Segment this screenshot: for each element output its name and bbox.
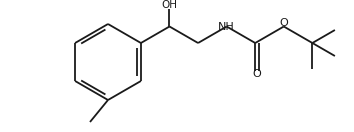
Text: OH: OH — [161, 1, 177, 11]
Text: O: O — [253, 69, 261, 79]
Text: O: O — [279, 18, 288, 29]
Text: NH: NH — [218, 22, 235, 32]
